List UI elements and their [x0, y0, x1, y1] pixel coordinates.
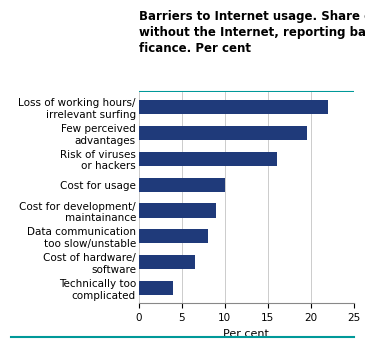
- Bar: [139, 255, 195, 269]
- X-axis label: Per cent: Per cent: [223, 329, 269, 339]
- Text: Barriers to Internet usage. Share of enterprises
without the Internet, reporting: Barriers to Internet usage. Share of ent…: [139, 10, 365, 55]
- Bar: [139, 229, 208, 243]
- Bar: [139, 100, 328, 114]
- Bar: [139, 178, 225, 192]
- Bar: [139, 203, 216, 218]
- Bar: [139, 281, 173, 295]
- Bar: [139, 126, 307, 140]
- Bar: [139, 152, 277, 166]
